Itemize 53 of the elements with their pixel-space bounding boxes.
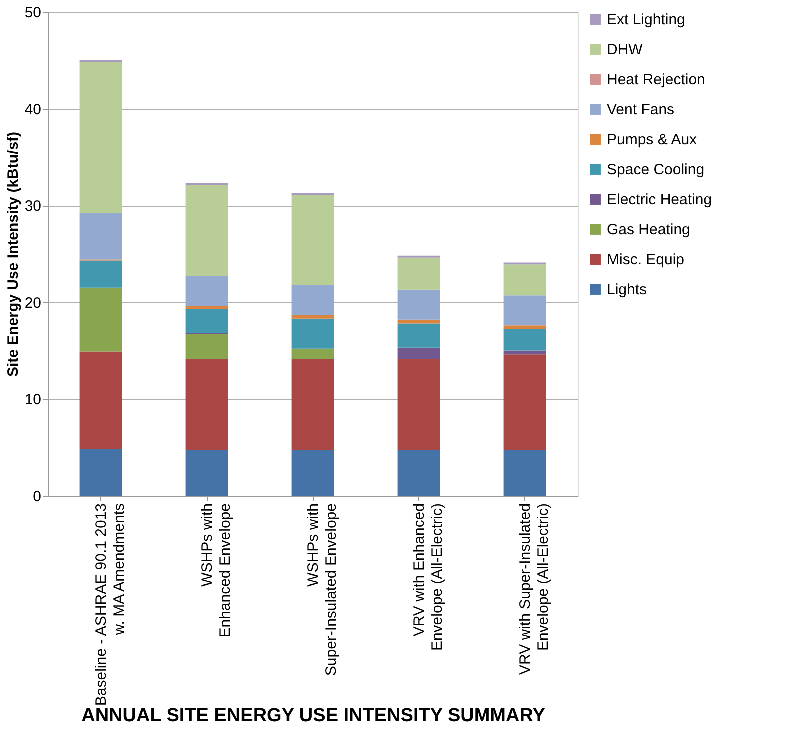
bar [186, 360, 228, 451]
x-tick-label: WSHPs with Super-Insulated Envelope [305, 504, 340, 676]
bar [292, 314, 334, 319]
legend-label: DHW [607, 42, 644, 58]
x-axis-title: ANNUAL SITE ENERGY USE INTENSITY SUMMARY [82, 706, 546, 726]
bar [504, 264, 546, 296]
y-tick-label: 30 [24, 198, 42, 216]
bar [80, 288, 122, 352]
bar [504, 450, 546, 496]
bar [80, 450, 122, 496]
bar [292, 348, 334, 360]
x-tick-label: VRV with Super-Insulated Envelope (All-Electric) [517, 503, 552, 675]
bar [292, 284, 334, 315]
bar [186, 276, 228, 306]
bar [504, 296, 546, 326]
y-tick-label: 10 [24, 392, 42, 409]
bar [504, 330, 546, 351]
bar [504, 354, 546, 451]
y-tick-label: 20 [24, 294, 42, 312]
legend-label: Pumps & Aux [607, 132, 698, 148]
legend-label: Electric Heating [607, 192, 712, 208]
y-tick-label: 50 [24, 4, 42, 22]
bar [398, 258, 440, 290]
bar [186, 334, 228, 360]
legend-label: Misc. Equip [607, 252, 685, 268]
bar [80, 213, 122, 260]
bar [398, 290, 440, 320]
legend-label: Vent Fans [607, 102, 675, 118]
bar [80, 62, 122, 214]
x-tick-label: Baseline - ASHRAE 90.1 2013 w. MA Amendments [93, 504, 128, 706]
bar [80, 352, 122, 450]
legend-label: Space Cooling [607, 162, 705, 178]
legend-label: Lights [607, 282, 648, 298]
legend-label: Gas Heating [607, 222, 690, 238]
bar [398, 324, 440, 348]
y-tick-label: 40 [24, 101, 42, 118]
y-tick-label: 0 [33, 488, 42, 506]
y-axis-title: Site Energy Use Intensity (kBtu/sf) [4, 132, 22, 378]
bar [398, 348, 440, 360]
bar [398, 450, 440, 496]
bar [186, 185, 228, 276]
bar [186, 450, 228, 496]
bar [292, 360, 334, 451]
legend-label: Ext Lighting [607, 12, 686, 28]
bar [292, 194, 334, 285]
bar [292, 318, 334, 349]
x-tick-label: VRV with Enhanced Envelope (All-Electric) [411, 503, 446, 652]
bar [398, 360, 440, 451]
bar [292, 450, 334, 496]
bar [80, 260, 122, 288]
bar [504, 326, 546, 330]
bar [186, 309, 228, 334]
legend-label: Heat Rejection [607, 72, 706, 88]
